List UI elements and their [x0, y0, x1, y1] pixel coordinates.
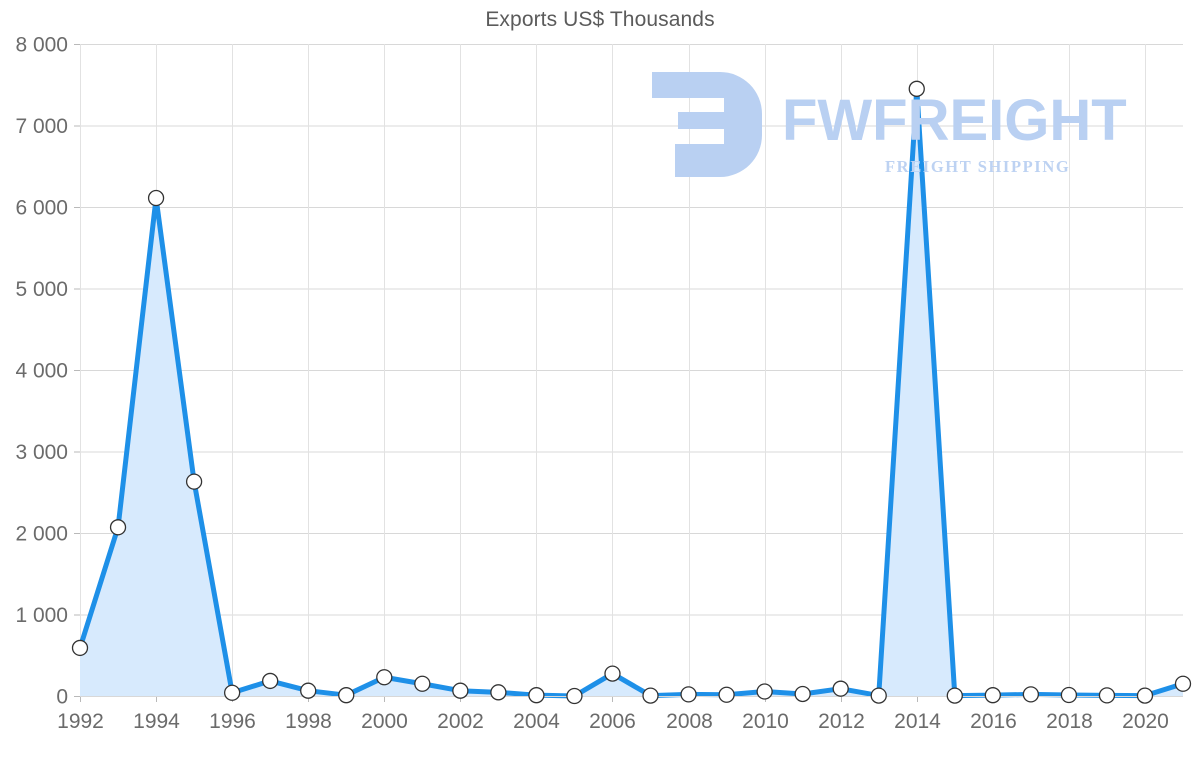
data-point-marker[interactable] — [147, 189, 165, 207]
data-point-marker[interactable] — [300, 682, 317, 699]
y-axis-tick-label: 3 000 — [15, 441, 68, 464]
data-point-marker[interactable] — [946, 687, 963, 704]
x-axis-tick-label: 2006 — [589, 710, 636, 733]
x-axis-tick-label: 2016 — [970, 710, 1017, 733]
series-line-path — [77, 86, 1186, 699]
x-axis-tick-label: 2014 — [894, 710, 941, 733]
data-point-marker[interactable] — [908, 80, 925, 97]
data-point-marker[interactable] — [1098, 687, 1116, 704]
data-point-marker[interactable] — [338, 687, 355, 704]
data-point-marker[interactable] — [414, 675, 431, 692]
data-point-marker[interactable] — [604, 665, 621, 682]
chart-title: Exports US$ Thousands — [485, 8, 715, 31]
x-axis-tick-label: 2000 — [361, 710, 408, 733]
x-axis-tick-label: 2010 — [742, 710, 789, 733]
x-axis-tick-label: 2002 — [437, 710, 484, 733]
data-point-marker[interactable] — [71, 639, 89, 657]
data-point-marker[interactable] — [1022, 686, 1040, 703]
y-axis-tick-label: 7 000 — [15, 115, 68, 138]
x-axis-tick-label: 2012 — [818, 710, 865, 733]
x-axis-tick-label: 1996 — [209, 710, 256, 733]
data-point-marker[interactable] — [109, 519, 127, 536]
y-axis-tick-label: 4 000 — [15, 360, 68, 383]
data-point-marker[interactable] — [1174, 675, 1192, 692]
y-axis-tick-label: 2 000 — [15, 523, 68, 546]
data-point-marker[interactable] — [1060, 686, 1078, 704]
data-point-marker[interactable] — [223, 684, 241, 701]
data-point-marker[interactable] — [718, 686, 735, 703]
x-axis-tick-label: 2018 — [1046, 710, 1093, 733]
y-axis-tick-label: 6 000 — [15, 197, 68, 220]
data-point-marker[interactable] — [870, 687, 887, 704]
y-axis-tick-label: 8 000 — [15, 34, 68, 57]
series-area-fill — [80, 88, 1183, 696]
y-axis-tick-label: 0 — [56, 686, 68, 709]
data-point-marker[interactable] — [262, 672, 279, 690]
x-axis-tick-label: 1992 — [57, 710, 104, 733]
x-axis-tick-label: 2004 — [513, 710, 560, 733]
data-point-marker[interactable] — [528, 687, 545, 704]
data-point-marker[interactable] — [832, 680, 849, 697]
x-axis-tick-label: 1994 — [133, 710, 180, 733]
y-axis-tick-label: 1 000 — [15, 604, 68, 627]
x-axis-tick-label: 2008 — [666, 710, 713, 733]
x-axis-tick-label: 2020 — [1122, 710, 1169, 733]
data-point-marker[interactable] — [794, 685, 811, 703]
data-point-marker[interactable] — [452, 682, 469, 699]
data-point-marker[interactable] — [756, 683, 773, 700]
data-point-marker[interactable] — [680, 686, 697, 703]
y-axis-tick-label: 5 000 — [15, 278, 68, 301]
data-point-marker[interactable] — [376, 669, 393, 686]
data-point-marker[interactable] — [984, 687, 1001, 704]
x-axis-tick-label: 1998 — [285, 710, 332, 733]
data-point-marker[interactable] — [490, 684, 507, 701]
data-point-marker[interactable] — [185, 473, 203, 490]
data-point-marker[interactable] — [1136, 687, 1154, 704]
data-point-marker[interactable] — [566, 687, 583, 705]
data-point-marker[interactable] — [642, 687, 659, 704]
